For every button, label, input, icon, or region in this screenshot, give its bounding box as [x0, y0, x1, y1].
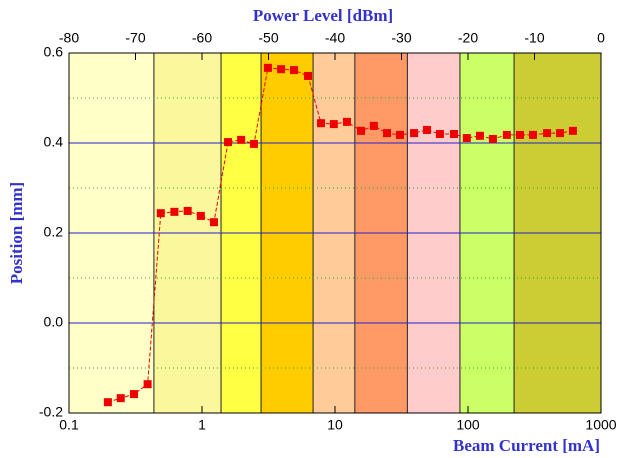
point — [342, 117, 351, 126]
point — [556, 129, 565, 138]
point — [116, 394, 125, 403]
point — [263, 63, 272, 72]
point — [528, 130, 537, 139]
point — [515, 130, 524, 139]
point — [290, 66, 299, 75]
point — [224, 138, 233, 147]
top-tick-label: -30 — [391, 30, 411, 46]
x-axis-title: Beam Current [mA] — [453, 436, 600, 455]
x-tick-label: 100 — [456, 417, 480, 433]
x-tick-label: 0.1 — [59, 417, 79, 433]
x-tick-label: 10 — [327, 417, 343, 433]
top-axis-title: Power Level [dBm] — [253, 6, 393, 25]
y-tick-label: 0.4 — [44, 134, 64, 150]
top-tick-label: 0 — [597, 30, 605, 46]
y-tick-label: 0.6 — [44, 44, 64, 60]
point — [156, 209, 165, 218]
y-axis-title: Position [mm] — [7, 182, 26, 284]
point — [450, 130, 459, 138]
point — [357, 126, 366, 135]
point — [543, 129, 552, 138]
point — [382, 129, 391, 138]
point — [317, 119, 326, 128]
point — [395, 130, 404, 139]
point — [462, 134, 471, 143]
top-tick-label: -40 — [325, 30, 345, 46]
top-tick-label: -60 — [192, 30, 212, 46]
point — [435, 130, 444, 138]
top-tick-label: -20 — [458, 30, 478, 46]
top-tick-label: -80 — [59, 30, 79, 46]
point — [129, 390, 138, 399]
top-tick-label: -10 — [524, 30, 544, 46]
point — [488, 134, 497, 143]
point — [277, 65, 286, 74]
top-tick-label: -70 — [125, 30, 145, 46]
y-tick-label: 0.0 — [44, 314, 64, 330]
x-tick-label: 1 — [198, 417, 206, 433]
x-tick-label: 1000 — [585, 417, 616, 433]
point — [183, 206, 192, 215]
point — [103, 398, 112, 407]
point — [475, 131, 484, 140]
point — [568, 126, 577, 135]
top-tick-label: -50 — [258, 30, 278, 46]
point — [143, 380, 152, 389]
point — [170, 207, 179, 216]
plot-frame — [68, 52, 602, 414]
point — [502, 130, 511, 139]
point — [369, 121, 378, 130]
point — [410, 129, 419, 138]
y-tick-label: 0.2 — [44, 224, 64, 240]
point — [304, 71, 313, 80]
point — [329, 120, 338, 129]
point — [237, 135, 246, 144]
point — [249, 139, 258, 148]
point — [196, 211, 205, 220]
point — [209, 218, 218, 227]
y-tick-label: -0.2 — [39, 404, 63, 420]
point — [423, 125, 432, 134]
